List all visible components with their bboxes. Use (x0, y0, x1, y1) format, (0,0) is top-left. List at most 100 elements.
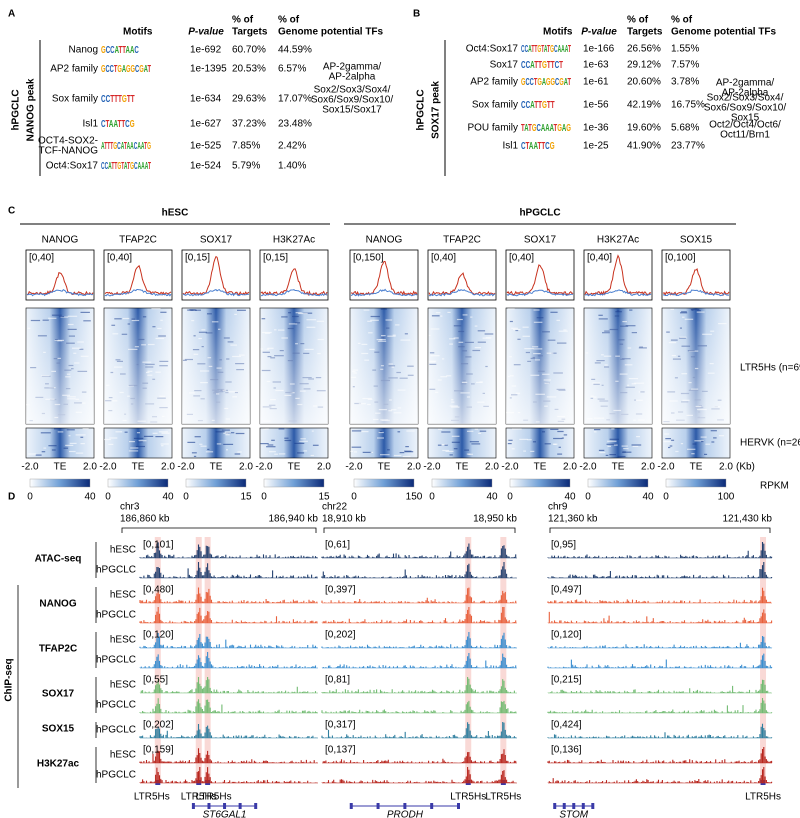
logo-letter: T (547, 60, 551, 71)
logo-letter: T (531, 44, 534, 55)
heatmap-cell (124, 431, 128, 433)
heatmap-cell (312, 444, 319, 446)
logo-letter: A (541, 123, 545, 134)
column-title: TFAP2C (443, 235, 481, 246)
profile-ltr5hs (506, 264, 574, 296)
heatmap-cell (80, 443, 85, 445)
column-title: SOX17 (200, 235, 233, 246)
logo-letter: G (537, 77, 542, 88)
logo-letter: C (526, 100, 531, 111)
axis-label: 2.0 (83, 462, 97, 473)
profile-hervk (428, 288, 496, 297)
track-group: TFAP2C (39, 644, 77, 655)
profile-range: [0,40] (107, 253, 132, 264)
repeat-label: LTR5Hs (181, 792, 217, 803)
logo-letter: G (122, 94, 127, 105)
axis-label: -2.0 (21, 462, 39, 473)
potential-tfs: Sox15 (731, 113, 760, 124)
signal-track (139, 607, 318, 623)
heatmap-fade (182, 308, 250, 424)
heatmap-cell (621, 445, 628, 447)
logo-letter: C (106, 94, 111, 105)
logo-letter: T (118, 119, 122, 130)
pct-genome: 6.57% (278, 64, 306, 75)
heatmap-cell (479, 430, 487, 432)
repeat-marker (465, 780, 471, 785)
logo-letter: A (115, 45, 119, 56)
heatmap-cell (161, 432, 170, 434)
heatmap-cell (718, 435, 725, 437)
profile-hervk (182, 288, 249, 297)
track-range: [0,202] (325, 630, 356, 641)
axis-label: 2.0 (641, 462, 655, 473)
heatmap-cell (442, 449, 449, 452)
profile-range: [0,150] (353, 253, 384, 264)
logo-letter: A (561, 44, 565, 55)
profile-box (181, 249, 251, 301)
gene-exon (581, 803, 585, 809)
logo-letter: A (145, 161, 148, 172)
color-bar-min: 0 (261, 492, 267, 503)
heatmap-cell (664, 433, 670, 435)
logo-letter: T (127, 161, 130, 172)
axis-label: TE (54, 462, 67, 473)
motif-logo: CTAATTCG (101, 119, 135, 130)
heatmap-cell (129, 441, 135, 443)
heatmap-cell (613, 444, 618, 446)
heatmap-fade (428, 308, 496, 424)
heatmap-cell (687, 448, 696, 450)
heatmap-cell (351, 446, 362, 448)
track-range: [0,61] (325, 540, 350, 551)
heatmap-cell (225, 434, 230, 436)
cell-label: hESC (110, 590, 136, 601)
header: potential TFs (321, 27, 384, 38)
color-bar (185, 478, 247, 488)
logo-letter: T (559, 60, 563, 71)
axis-label: 2.0 (161, 462, 175, 473)
cell-label: hPGCLC (96, 725, 136, 736)
logo-letter: G (532, 123, 537, 134)
heatmap (505, 427, 575, 459)
heatmap (583, 427, 653, 459)
logo-letter: G (131, 64, 136, 75)
logo-letter: T (148, 161, 151, 172)
color-bar-max: 40 (642, 492, 654, 503)
column-title: SOX17 (524, 235, 557, 246)
heatmap-cell (237, 451, 242, 453)
logo-letter: C (125, 119, 130, 130)
logo-letter: C (525, 77, 529, 88)
logo-letter: C (554, 44, 558, 55)
logo-letter: G (101, 64, 106, 75)
p-value: 1e-627 (190, 119, 222, 130)
heatmap-cell (51, 449, 56, 451)
p-value: 1e-692 (190, 45, 222, 56)
axis-label: TE (210, 462, 223, 473)
heatmap-cell (445, 450, 454, 452)
track-range: [0,101] (143, 540, 174, 551)
scale-unit: RPKM (760, 481, 789, 492)
heatmap-cell (606, 443, 617, 445)
logo-letter: G (147, 141, 151, 152)
pct-genome: 5.68% (671, 123, 699, 134)
logo-letter: C (134, 141, 138, 152)
logo-letter: T (147, 64, 151, 75)
heatmap-cell (523, 450, 526, 452)
logo-letter: T (114, 64, 118, 75)
axis-label: -2.0 (657, 462, 675, 473)
logo-letter: C (101, 94, 106, 105)
heatmap-cell (69, 442, 77, 444)
axis-label: -2.0 (255, 462, 273, 473)
heatmap-cell (544, 443, 551, 445)
heatmap-cell (680, 443, 684, 445)
heatmap-cell (609, 438, 619, 440)
pct-targets: 60.70% (232, 45, 266, 56)
logo-letter: G (130, 161, 134, 172)
heatmap-cell (43, 447, 47, 449)
logo-letter: A (121, 141, 124, 152)
logo-letter: A (137, 141, 141, 152)
motif-name: Isl1 (502, 141, 518, 152)
logo-letter: T (541, 141, 545, 152)
heatmap-cell (599, 452, 606, 454)
track-group: NANOG (39, 599, 76, 610)
repeat-label: LTR5Hs (485, 792, 521, 803)
